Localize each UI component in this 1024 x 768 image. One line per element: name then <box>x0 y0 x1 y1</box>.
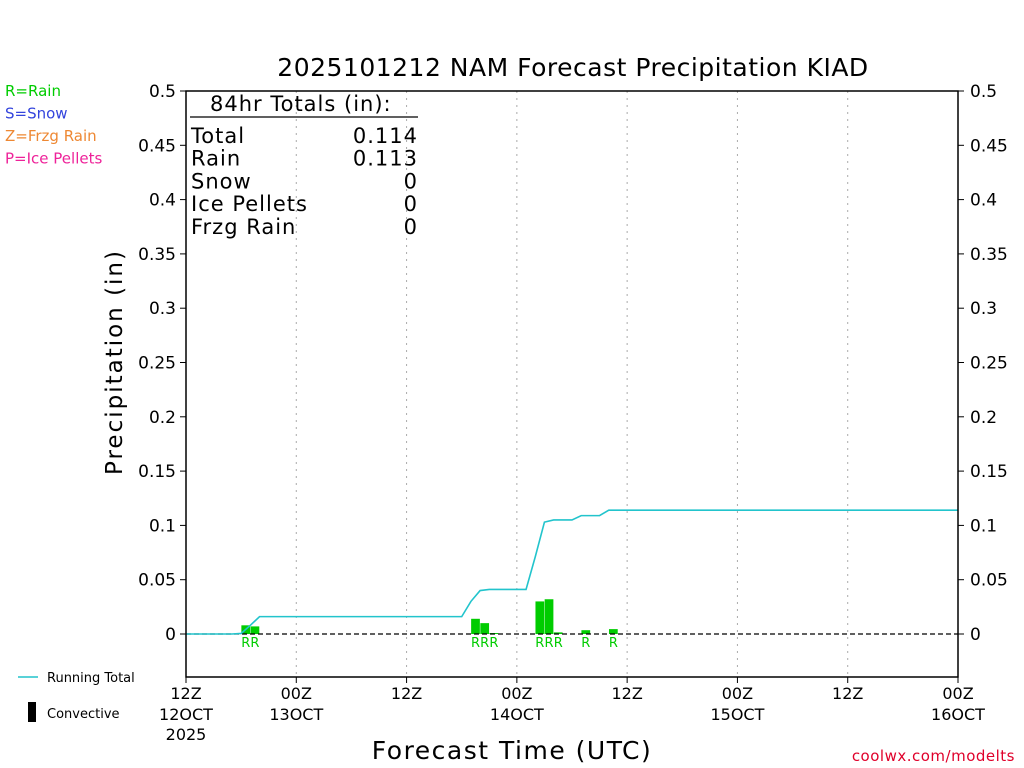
y-tick-label-right: 0.45 <box>970 136 1008 156</box>
precip-type-label: R <box>581 636 590 651</box>
y-tick-label-right: 0.1 <box>970 516 997 536</box>
chart-title: 2025101212 NAM Forecast Precipitation KI… <box>277 53 868 82</box>
x-tick-label-time: 12Z <box>832 684 863 703</box>
x-tick-label-time: 12Z <box>611 684 642 703</box>
precip-bar <box>581 630 591 634</box>
precip-bar <box>608 629 618 634</box>
credit-text: coolwx.com/modelts <box>852 747 1015 765</box>
precip-type-label: R <box>554 636 563 651</box>
precip-bar <box>480 623 490 634</box>
y-tick-label-left: 0.5 <box>149 82 176 102</box>
precip-type-label: R <box>250 636 259 651</box>
y-tick-label-left: 0.15 <box>138 462 176 482</box>
y-tick-label-left: 0.2 <box>149 408 176 428</box>
y-tick-label-left: 0.3 <box>149 299 176 319</box>
x-tick-label-date: 14OCT <box>490 705 544 724</box>
precip-type-label: R <box>609 636 618 651</box>
y-tick-label-left: 0.1 <box>149 516 176 536</box>
totals-row-value: 0 <box>404 192 418 216</box>
y-tick-label-right: 0.35 <box>970 245 1008 265</box>
y-tick-label-right: 0 <box>970 625 981 645</box>
totals-row-label: Rain <box>191 147 241 171</box>
totals-box: 84hr Totals (in): Total 0.114 Rain 0.113 Snow… <box>190 92 418 239</box>
precip-type-legend-entry: S=Snow <box>5 105 68 123</box>
totals-row-value: 0 <box>404 169 418 193</box>
precip-type-label: R <box>480 636 489 651</box>
y-axis-right: 0 0.05 0.1 0.15 0.2 0.25 0.3 0.35 0.4 0.45 0.5 <box>958 82 1008 645</box>
precip-type-label: R <box>535 636 544 651</box>
y-tick-label-right: 0.25 <box>970 354 1008 374</box>
totals-row-value: 0 <box>404 215 418 239</box>
vertical-gridlines <box>295 91 849 677</box>
totals-row-label: Ice Pellets <box>191 192 308 216</box>
precip-type-label: R <box>545 636 554 651</box>
series-legend: Running Total Convective <box>18 671 135 722</box>
x-tick-label-time: 00Z <box>722 684 753 703</box>
precip-type-legend-entry: R=Rain <box>5 82 61 100</box>
precip-bar <box>544 599 554 634</box>
precip-bar <box>250 626 260 634</box>
precip-type-legend-entry: P=Ice Pellets <box>5 150 102 168</box>
x-tick-label-year: 2025 <box>166 725 207 744</box>
precip-type-label: R <box>471 636 480 651</box>
totals-row-value: 0.113 <box>353 147 418 171</box>
totals-row-label: Frzg Rain <box>191 215 296 239</box>
y-tick-label-left: 0.25 <box>138 354 176 374</box>
x-tick-label-time: 12Z <box>170 684 201 703</box>
x-tick-label-time: 12Z <box>391 684 422 703</box>
x-axis-label: Forecast Time (UTC) <box>372 736 652 765</box>
totals-header: 84hr Totals (in): <box>210 92 392 116</box>
x-tick-label-time: 00Z <box>942 684 973 703</box>
y-tick-label-left: 0.35 <box>138 245 176 265</box>
precip-type-legend: R=Rain S=Snow Z=Frzg Rain P=Ice Pellets <box>5 82 102 168</box>
y-tick-label-left: 0.4 <box>149 191 176 211</box>
totals-row-value: 0.114 <box>353 124 418 148</box>
totals-row-label: Snow <box>191 169 252 193</box>
totals-row-label: Total <box>190 124 245 148</box>
plot-frame <box>185 90 959 678</box>
y-tick-label-right: 0.5 <box>970 82 997 102</box>
y-axis-left: 0 0.05 0.1 0.15 0.2 0.25 0.3 0.35 0.4 0.45 0.5 <box>138 82 186 645</box>
precip-bar <box>471 618 480 634</box>
running-total-line <box>186 509 958 635</box>
y-tick-label-left: 0 <box>165 625 176 645</box>
x-tick-label-date: 15OCT <box>710 705 764 724</box>
y-tick-label-right: 0.05 <box>970 571 1008 591</box>
precip-bar <box>553 632 563 634</box>
x-tick-label-date: 12OCT <box>159 705 213 724</box>
convective-legend-swatch <box>28 702 36 722</box>
precip-type-legend-entry: Z=Frzg Rain <box>5 127 97 145</box>
precip-bar <box>535 601 545 634</box>
precip-type-label: R <box>241 636 250 651</box>
x-tick-label-time: 00Z <box>281 684 312 703</box>
running-total-legend-label: Running Total <box>47 671 135 686</box>
precip-type-label: R <box>489 636 498 651</box>
y-axis-label: Precipitation (in) <box>102 249 128 475</box>
x-tick-label-date: 16OCT <box>931 705 985 724</box>
y-tick-label-right: 0.15 <box>970 462 1008 482</box>
y-tick-label-right: 0.4 <box>970 191 997 211</box>
y-tick-label-right: 0.3 <box>970 299 997 319</box>
convective-legend-label: Convective <box>47 707 120 722</box>
y-tick-label-left: 0.05 <box>138 571 176 591</box>
y-tick-label-left: 0.45 <box>138 136 176 156</box>
x-tick-label-time: 00Z <box>501 684 532 703</box>
x-tick-label-date: 13OCT <box>269 705 323 724</box>
y-tick-label-right: 0.2 <box>970 408 997 428</box>
